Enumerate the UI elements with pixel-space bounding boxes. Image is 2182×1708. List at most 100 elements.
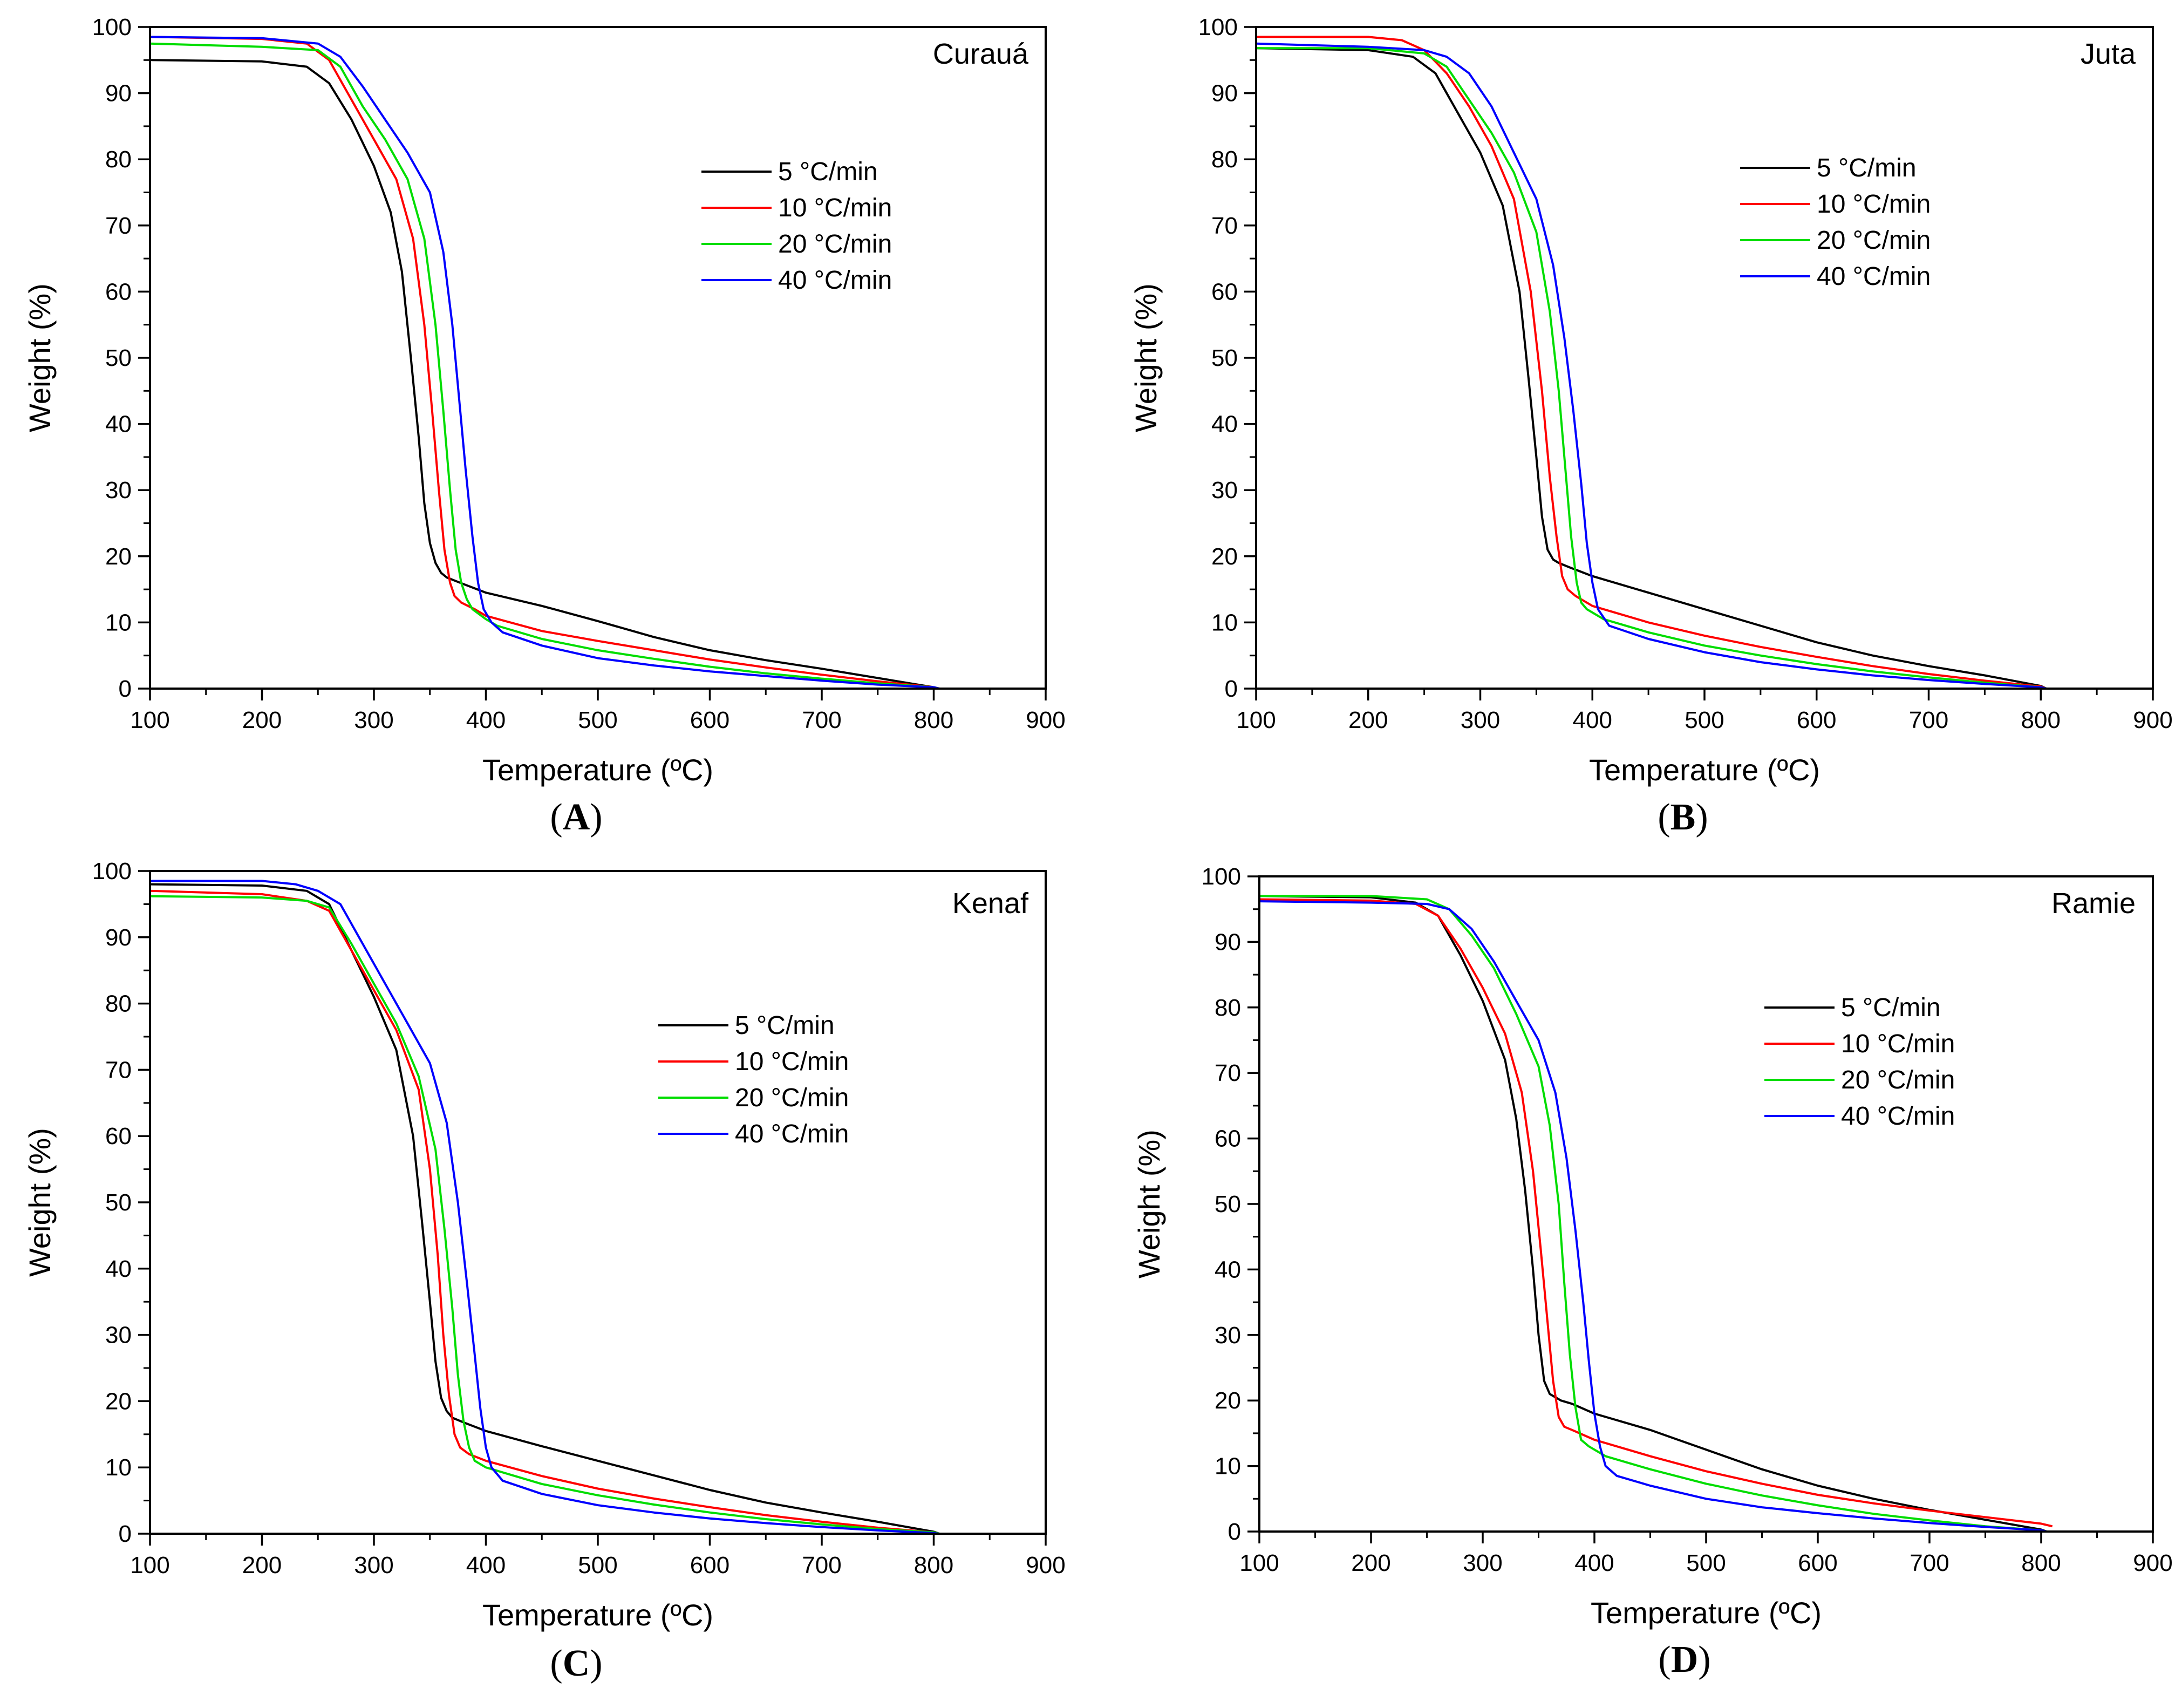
y-tick-label: 60: [1211, 278, 1238, 305]
y-tick-label: 20: [105, 543, 132, 570]
plot-frame: [1255, 26, 2154, 690]
legend-entry: 40 °C/min: [735, 1120, 849, 1148]
x-tick-label: 800: [914, 707, 953, 733]
x-tick-label: 800: [2021, 1550, 2061, 1576]
y-tick-label: 40: [105, 411, 132, 438]
series-line-20-c-per-min: [150, 895, 940, 1534]
x-tick-label: 600: [1797, 707, 1836, 733]
chart-panel-c: 100 200 300 400 500 600 700 800 900 0 10 20 30 40 50 60…: [23, 858, 1066, 1684]
x-tick-label: 600: [1798, 1550, 1837, 1576]
y-tick-label: 100: [1202, 863, 1241, 890]
x-tick-label: 800: [2021, 707, 2061, 733]
series-line-40-c-per-min: [150, 36, 940, 689]
legend-entry: 40 °C/min: [1841, 1102, 1955, 1131]
y-tick-label: 20: [105, 1388, 132, 1414]
y-tick-label: 50: [105, 345, 132, 371]
y-tick-label: 10: [105, 1454, 132, 1481]
series-line-5-c-per-min: [150, 883, 940, 1534]
chart-panel-b: 100 200 300 400 500 600 700 800 900 0 10 20 30 40 50 60…: [1129, 14, 2173, 838]
x-tick-label: 700: [802, 707, 841, 733]
series-line-40-c-per-min: [1259, 900, 2047, 1532]
y-tick-label: 100: [1198, 14, 1238, 40]
x-axis-label: Temperature (ºC): [482, 753, 713, 787]
y-tick-label: 0: [119, 676, 132, 702]
x-axis-label: Temperature (ºC): [482, 1598, 713, 1632]
series-line-10-c-per-min: [150, 889, 940, 1534]
panel-letter: (C): [550, 1643, 602, 1684]
x-tick-label: 200: [242, 707, 282, 733]
legend-entry: 40 °C/min: [1817, 262, 1931, 291]
legend-entry: 20 °C/min: [1817, 226, 1931, 255]
x-tick-label: 400: [466, 707, 506, 733]
y-tick-label: 70: [105, 213, 132, 239]
y-tick-label: 50: [1215, 1191, 1241, 1217]
series-line-20-c-per-min: [1259, 895, 2047, 1532]
series-line-20-c-per-min: [150, 42, 940, 689]
y-tick-label: 80: [1215, 995, 1241, 1021]
panel-letter: (D): [1658, 1639, 1710, 1680]
y-tick-label: 90: [1211, 80, 1238, 107]
chart-title: Juta: [2081, 38, 2136, 70]
x-tick-label: 100: [130, 1552, 169, 1578]
panel-letter: (A): [550, 797, 602, 838]
y-axis-label: Weight (%): [1129, 283, 1163, 432]
legend-entry: 10 °C/min: [1841, 1030, 1955, 1058]
x-tick-label: 900: [2133, 707, 2172, 733]
y-axis-label: Weight (%): [23, 283, 57, 432]
y-tick-label: 60: [1215, 1126, 1241, 1152]
series-line-10-c-per-min: [150, 36, 940, 689]
series-line-40-c-per-min: [150, 880, 940, 1534]
legend-entry: 5 °C/min: [1817, 154, 1917, 182]
y-tick-label: 10: [105, 609, 132, 636]
chart-panel-a: 100 200 300 400 500 600 700 800 900 0 10 20 30 40 50 60…: [23, 14, 1066, 838]
y-tick-label: 10: [1215, 1453, 1241, 1480]
legend-entry: 10 °C/min: [1817, 190, 1931, 219]
plot-frame: [149, 870, 1047, 1535]
y-tick-label: 70: [1211, 213, 1238, 239]
x-tick-label: 200: [1351, 1550, 1390, 1576]
x-tick-label: 400: [466, 1552, 506, 1578]
y-tick-label: 50: [105, 1189, 132, 1216]
y-tick-label: 80: [105, 991, 132, 1017]
legend-entry: 40 °C/min: [778, 266, 892, 295]
y-tick-label: 60: [105, 278, 132, 305]
legend-entry: 5 °C/min: [1841, 994, 1941, 1022]
y-tick-label: 70: [1215, 1060, 1241, 1086]
y-axis-label: Weight (%): [1132, 1129, 1166, 1278]
x-tick-label: 400: [1574, 1550, 1614, 1576]
y-tick-label: 40: [105, 1256, 132, 1282]
x-tick-label: 600: [690, 707, 729, 733]
series-line-5-c-per-min: [150, 59, 940, 689]
x-tick-label: 900: [1026, 707, 1065, 733]
y-tick-label: 50: [1211, 345, 1238, 371]
y-tick-label: 40: [1215, 1256, 1241, 1283]
x-tick-label: 600: [690, 1552, 729, 1578]
legend-entry: 20 °C/min: [778, 230, 892, 258]
legend-entry: 20 °C/min: [735, 1084, 849, 1112]
x-tick-label: 500: [1686, 1550, 1726, 1576]
series-line-5-c-per-min: [1259, 895, 2047, 1532]
y-tick-label: 60: [105, 1123, 132, 1149]
y-tick-label: 80: [1211, 146, 1238, 173]
x-tick-label: 300: [354, 1552, 393, 1578]
x-tick-label: 300: [1461, 707, 1500, 733]
chart-title: Curauá: [933, 38, 1029, 70]
y-axis-label: Weight (%): [23, 1128, 57, 1277]
y-tick-label: 30: [1215, 1322, 1241, 1349]
series-line-20-c-per-min: [1256, 47, 2047, 689]
y-tick-label: 90: [105, 924, 132, 951]
y-tick-label: 90: [105, 80, 132, 107]
y-tick-label: 30: [105, 1322, 132, 1349]
y-tick-label: 100: [92, 14, 132, 40]
legend: 5 °C/min 10 °C/min 20 °C/min 40 °C/min: [1740, 154, 1931, 291]
x-tick-label: 700: [1910, 1550, 1949, 1576]
y-tick-label: 70: [105, 1057, 132, 1083]
x-tick-label: 100: [130, 707, 169, 733]
legend-entry: 20 °C/min: [1841, 1066, 1955, 1094]
series-line-10-c-per-min: [1259, 898, 2053, 1528]
chart-panel-d: 100 200 300 400 500 600 700 800 900 0 10 20 30 40 50 60…: [1132, 863, 2173, 1680]
x-tick-label: 300: [354, 707, 393, 733]
y-tick-label: 10: [1211, 609, 1238, 636]
